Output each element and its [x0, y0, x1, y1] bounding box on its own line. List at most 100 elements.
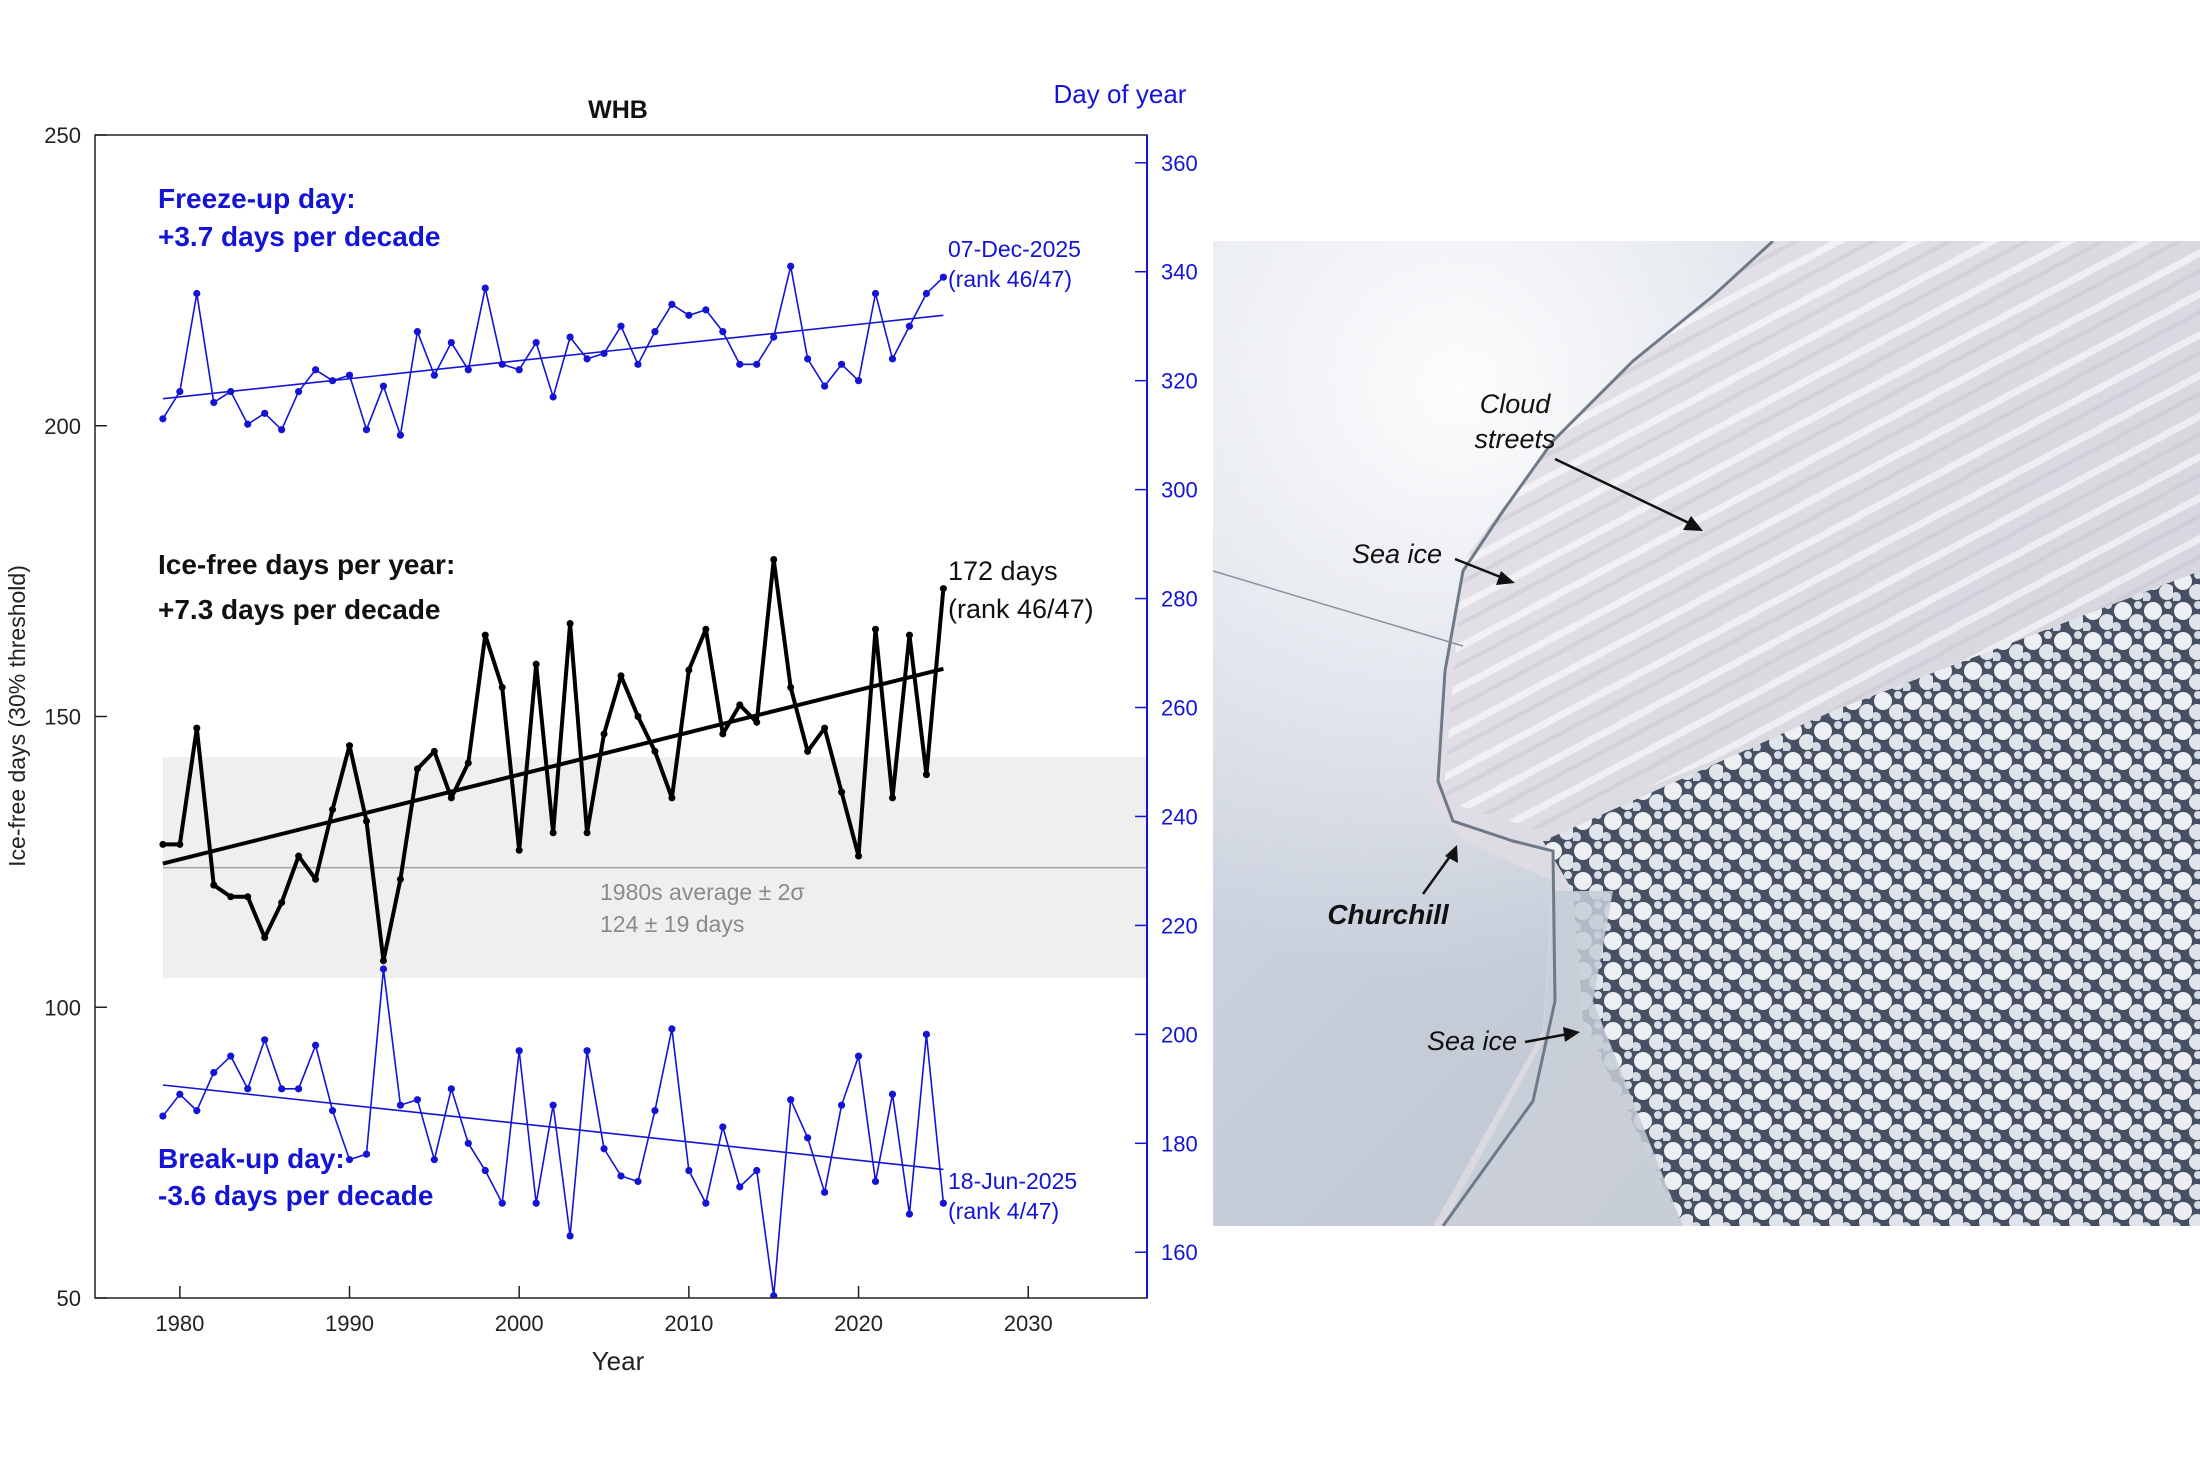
freeze-up-rate: +3.7 days per decade [158, 221, 441, 252]
freeze_up-point [939, 273, 947, 281]
break_up-point [668, 1025, 676, 1033]
ice-free-last-rank: (rank 46/47) [948, 594, 1094, 624]
x-tick-label: 1990 [325, 1311, 374, 1336]
break_up-point [770, 1292, 778, 1298]
break_up-point [566, 1232, 574, 1240]
y2-tick-label: 240 [1161, 804, 1198, 829]
ice_free-point [244, 893, 252, 901]
ice_free-point [430, 747, 438, 755]
ice_free-point [634, 713, 642, 720]
churchill-label: Churchill [1327, 845, 1458, 930]
break_up-point [227, 1052, 235, 1060]
y-tick-label: 150 [44, 705, 81, 730]
break_up-point [549, 1101, 557, 1109]
svg-text:Cloud: Cloud [1480, 389, 1552, 419]
freeze_up-point [413, 328, 421, 336]
break_up-point [753, 1166, 761, 1175]
freeze_up-point [770, 333, 778, 341]
ice-free-days-chart: 1980 1990 2000 2010 2020 2030 50100150200250 … [4, 79, 1198, 1376]
freeze_up-point [634, 360, 642, 368]
ice_free-point [515, 846, 523, 854]
freeze_up-point [837, 360, 846, 368]
freeze_up-point [532, 338, 540, 347]
freeze_up-point [396, 431, 405, 439]
ice_free-point [227, 893, 235, 901]
ice_free-point [939, 585, 947, 593]
break_up-point [515, 1047, 523, 1055]
ice_free-point [753, 718, 761, 726]
break-up-title: Break-up day: [158, 1143, 345, 1174]
ice_free-point [736, 701, 744, 709]
freeze_up-point [311, 366, 320, 374]
break_up-point [702, 1199, 710, 1207]
ice_free-point [312, 875, 320, 883]
ice_free-point [855, 852, 863, 860]
freeze_up-point [481, 284, 489, 292]
break_up-point [311, 1041, 320, 1049]
break_up-point [413, 1096, 421, 1104]
freeze_up-point [617, 322, 625, 330]
ice_free-point [702, 625, 710, 633]
chart-title: WHB [588, 96, 648, 124]
freeze_up-trend-line [162, 314, 944, 400]
freeze_up-line [162, 265, 944, 436]
freeze_up-point [464, 366, 472, 374]
break_up-line [162, 968, 945, 1297]
freeze_up-point [651, 328, 659, 336]
ice_free-point [685, 666, 693, 674]
break_up-point [837, 1101, 846, 1109]
ice_free-point [668, 794, 676, 802]
ice_free-point [838, 788, 846, 796]
break_up-point [430, 1156, 438, 1164]
ice_free-trend-line [162, 666, 944, 866]
break_up-point [719, 1123, 727, 1131]
freeze_up-point [888, 355, 897, 363]
ice_free-point [413, 765, 421, 773]
freeze_up-series [159, 262, 947, 439]
break_up-series [159, 965, 947, 1298]
x-axis: 1980 1990 2000 2010 2020 2030 [155, 1286, 1053, 1336]
y2-tick-label: 360 [1161, 151, 1198, 176]
ice-free-title: Ice-free days per year: [158, 549, 455, 580]
freeze_up-point [922, 289, 931, 298]
break_up-point [634, 1177, 642, 1186]
freeze_up-point [719, 328, 727, 336]
svg-text:streets: streets [1474, 424, 1555, 454]
break_up-point [922, 1030, 931, 1038]
ice_free-point [396, 875, 404, 883]
break_up-point [498, 1199, 506, 1207]
freeze_up-point [702, 306, 710, 314]
plot-area [94, 134, 1148, 1299]
svg-text:Churchill: Churchill [1327, 899, 1450, 930]
ice_free-point [787, 683, 795, 691]
churchill-arrow-head [1445, 845, 1458, 863]
freeze_up-point [447, 338, 455, 347]
freeze_up-point [261, 409, 269, 417]
ice_free-point [261, 933, 269, 941]
freeze_up-point [159, 415, 167, 423]
x-tick-label: 2020 [834, 1311, 883, 1336]
break_up-point [804, 1134, 812, 1142]
satellite-image: Cloud streets Sea ice Churchill Sea ice [1213, 241, 2200, 1226]
svg-text:Sea ice: Sea ice [1427, 1026, 1517, 1056]
y2-tick-label: 200 [1161, 1022, 1198, 1047]
freeze_up-point [804, 355, 812, 363]
x-tick-label: 2000 [495, 1311, 544, 1336]
freeze_up-point [244, 420, 252, 428]
break_up-point [532, 1199, 540, 1207]
ice_free-point [379, 957, 387, 965]
ice_free-series [159, 555, 947, 965]
y2-tick-label: 160 [1161, 1240, 1198, 1265]
ice_free-point [346, 742, 354, 750]
freeze_up-point [854, 377, 863, 385]
break_up-point [787, 1096, 795, 1104]
break_up-point [685, 1166, 693, 1175]
y-axis-right: 160 180 200 220 240 260 280 300 320 340 360 [1135, 151, 1198, 1265]
break-up-last-date: 18-Jun-2025 [948, 1168, 1077, 1194]
y-tick-label: 100 [44, 995, 81, 1020]
break_up-point [583, 1047, 591, 1055]
ice-free-rate: +7.3 days per decade [158, 594, 441, 625]
band-label-line2: 124 ± 19 days [600, 911, 744, 937]
freeze_up-point [379, 382, 388, 390]
break_up-point [261, 1036, 269, 1044]
